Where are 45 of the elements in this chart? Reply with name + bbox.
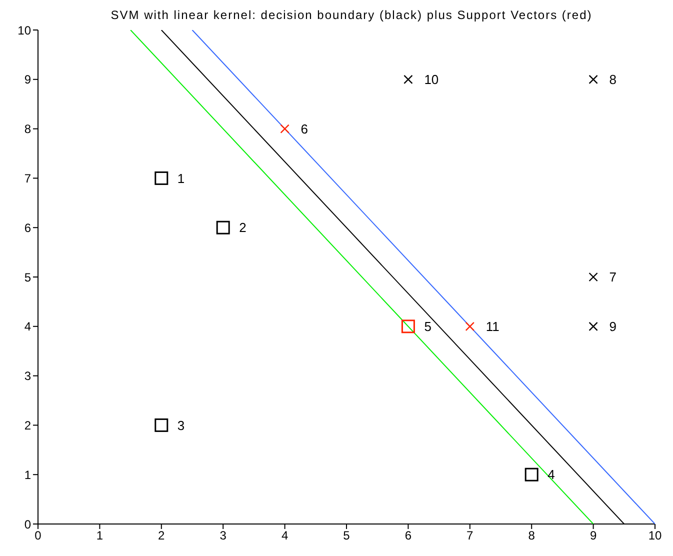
annotation: 11 (486, 319, 500, 334)
point (401, 320, 415, 334)
y-tick-label: 10 (18, 23, 32, 38)
annotation: 5 (424, 319, 432, 334)
y-tick-label: 0 (24, 517, 32, 532)
x-tick-label: 2 (158, 528, 166, 543)
x-tick-label: 5 (343, 528, 350, 543)
annotation: 8 (609, 72, 617, 88)
point (524, 468, 538, 482)
y-tick-label: 2 (24, 418, 32, 432)
chart-title: SVM with linear kernel: decision boundary (black) plus Support Vectors (red) (110, 8, 594, 24)
annotation: 2 (239, 220, 246, 236)
annotation: 1 (177, 170, 185, 186)
annotation: 7 (609, 270, 617, 285)
point (154, 418, 168, 432)
annotation: 10 (424, 72, 439, 88)
y-tick-label: 6 (24, 220, 32, 235)
x-tick-label: 1 (96, 528, 104, 543)
annotation: 9 (609, 319, 617, 334)
point (588, 74, 598, 84)
annotation: 4 (548, 467, 555, 482)
point (154, 171, 168, 185)
point (588, 272, 598, 282)
point (216, 220, 230, 234)
x-tick-label: 7 (466, 528, 474, 543)
point (280, 124, 290, 134)
y-tick-label: 3 (24, 369, 32, 384)
y-tick-label: 9 (24, 72, 32, 87)
point (588, 322, 598, 331)
point (465, 322, 474, 331)
annotation: 3 (177, 418, 185, 433)
x-tick-label: 10 (648, 528, 662, 543)
y-tick-label: 4 (24, 320, 32, 334)
point (404, 74, 413, 84)
annotation: 6 (300, 121, 308, 136)
y-tick-label: 8 (24, 122, 32, 136)
x-tick-label: 9 (590, 528, 597, 543)
x-tick-label: 3 (220, 528, 227, 543)
x-tick-label: 0 (34, 528, 42, 543)
x-tick-label: 6 (404, 528, 412, 543)
y-tick-label: 1 (24, 468, 32, 482)
x-tick-label: 4 (281, 528, 288, 543)
y-tick-label: 5 (24, 270, 32, 284)
x-tick-label: 8 (528, 528, 536, 543)
y-tick-label: 7 (24, 171, 32, 186)
